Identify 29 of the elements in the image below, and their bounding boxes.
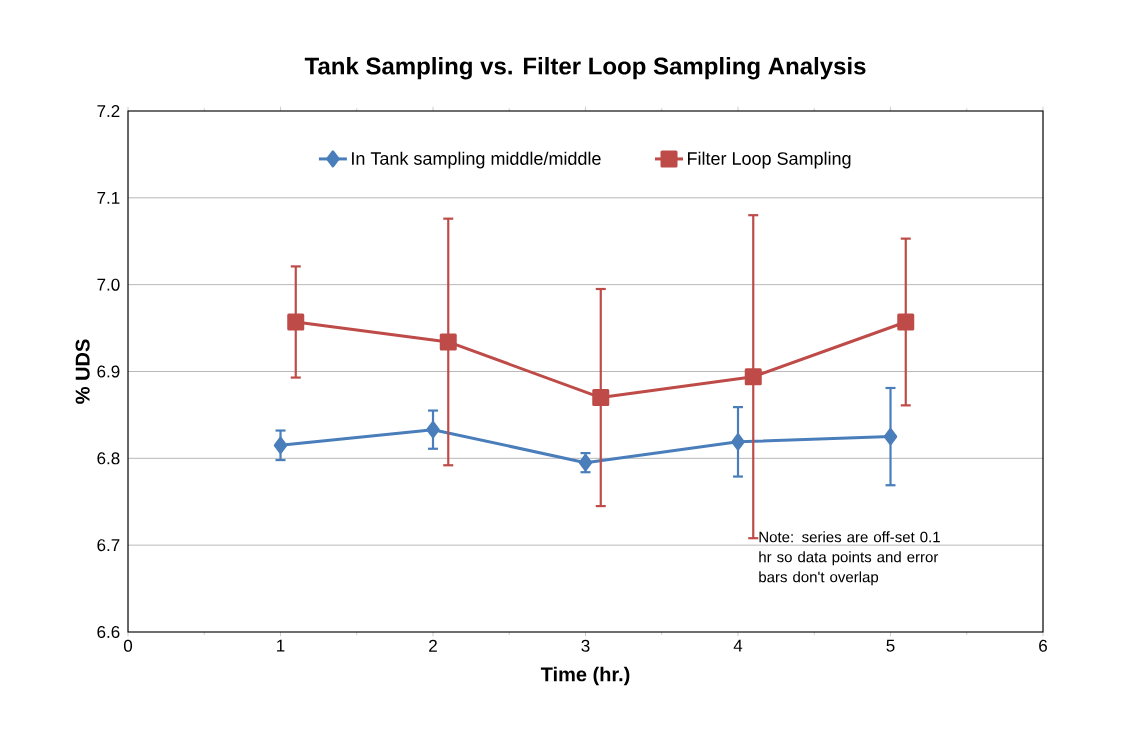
y-tick-label: 6.6 <box>97 625 120 639</box>
y-tick-label: 7.1 <box>97 191 120 204</box>
legend-label: Filter Loop Sampling <box>687 151 851 169</box>
x-tick-label: 2 <box>429 639 437 652</box>
y-tick-label: 7.0 <box>97 278 120 291</box>
point <box>897 313 915 331</box>
y-tick-label: 7.2 <box>97 105 120 117</box>
x-tick-label: 3 <box>581 639 590 652</box>
point <box>592 389 610 407</box>
x-tick-label: 4 <box>733 639 743 652</box>
x-tick-label: 6 <box>1039 639 1047 652</box>
legend-label: In Tank sampling middle/middle <box>352 151 601 169</box>
y-tick-label: 6.7 <box>97 539 120 552</box>
point <box>426 421 440 439</box>
point <box>883 428 898 446</box>
point <box>439 333 457 351</box>
y-axis-title: % UDS <box>75 339 90 404</box>
chart-title: Tank Sampling vs. Filter Loop Sampling Analysis <box>304 56 866 80</box>
annotation: Note: series are off-set 0.1 hr so data points and error bars don't overlap <box>759 531 940 586</box>
point <box>731 433 745 451</box>
point <box>287 313 305 331</box>
x-tick-label: 1 <box>277 639 285 652</box>
point <box>744 368 762 386</box>
y-tick-label: 6.8 <box>97 452 120 465</box>
x-tick-label: 5 <box>886 639 895 652</box>
y-tick-label: 6.9 <box>97 365 120 378</box>
x-tick-label: 0 <box>123 639 133 652</box>
x-axis-title: Time (hr.) <box>540 666 630 686</box>
point <box>273 436 288 454</box>
